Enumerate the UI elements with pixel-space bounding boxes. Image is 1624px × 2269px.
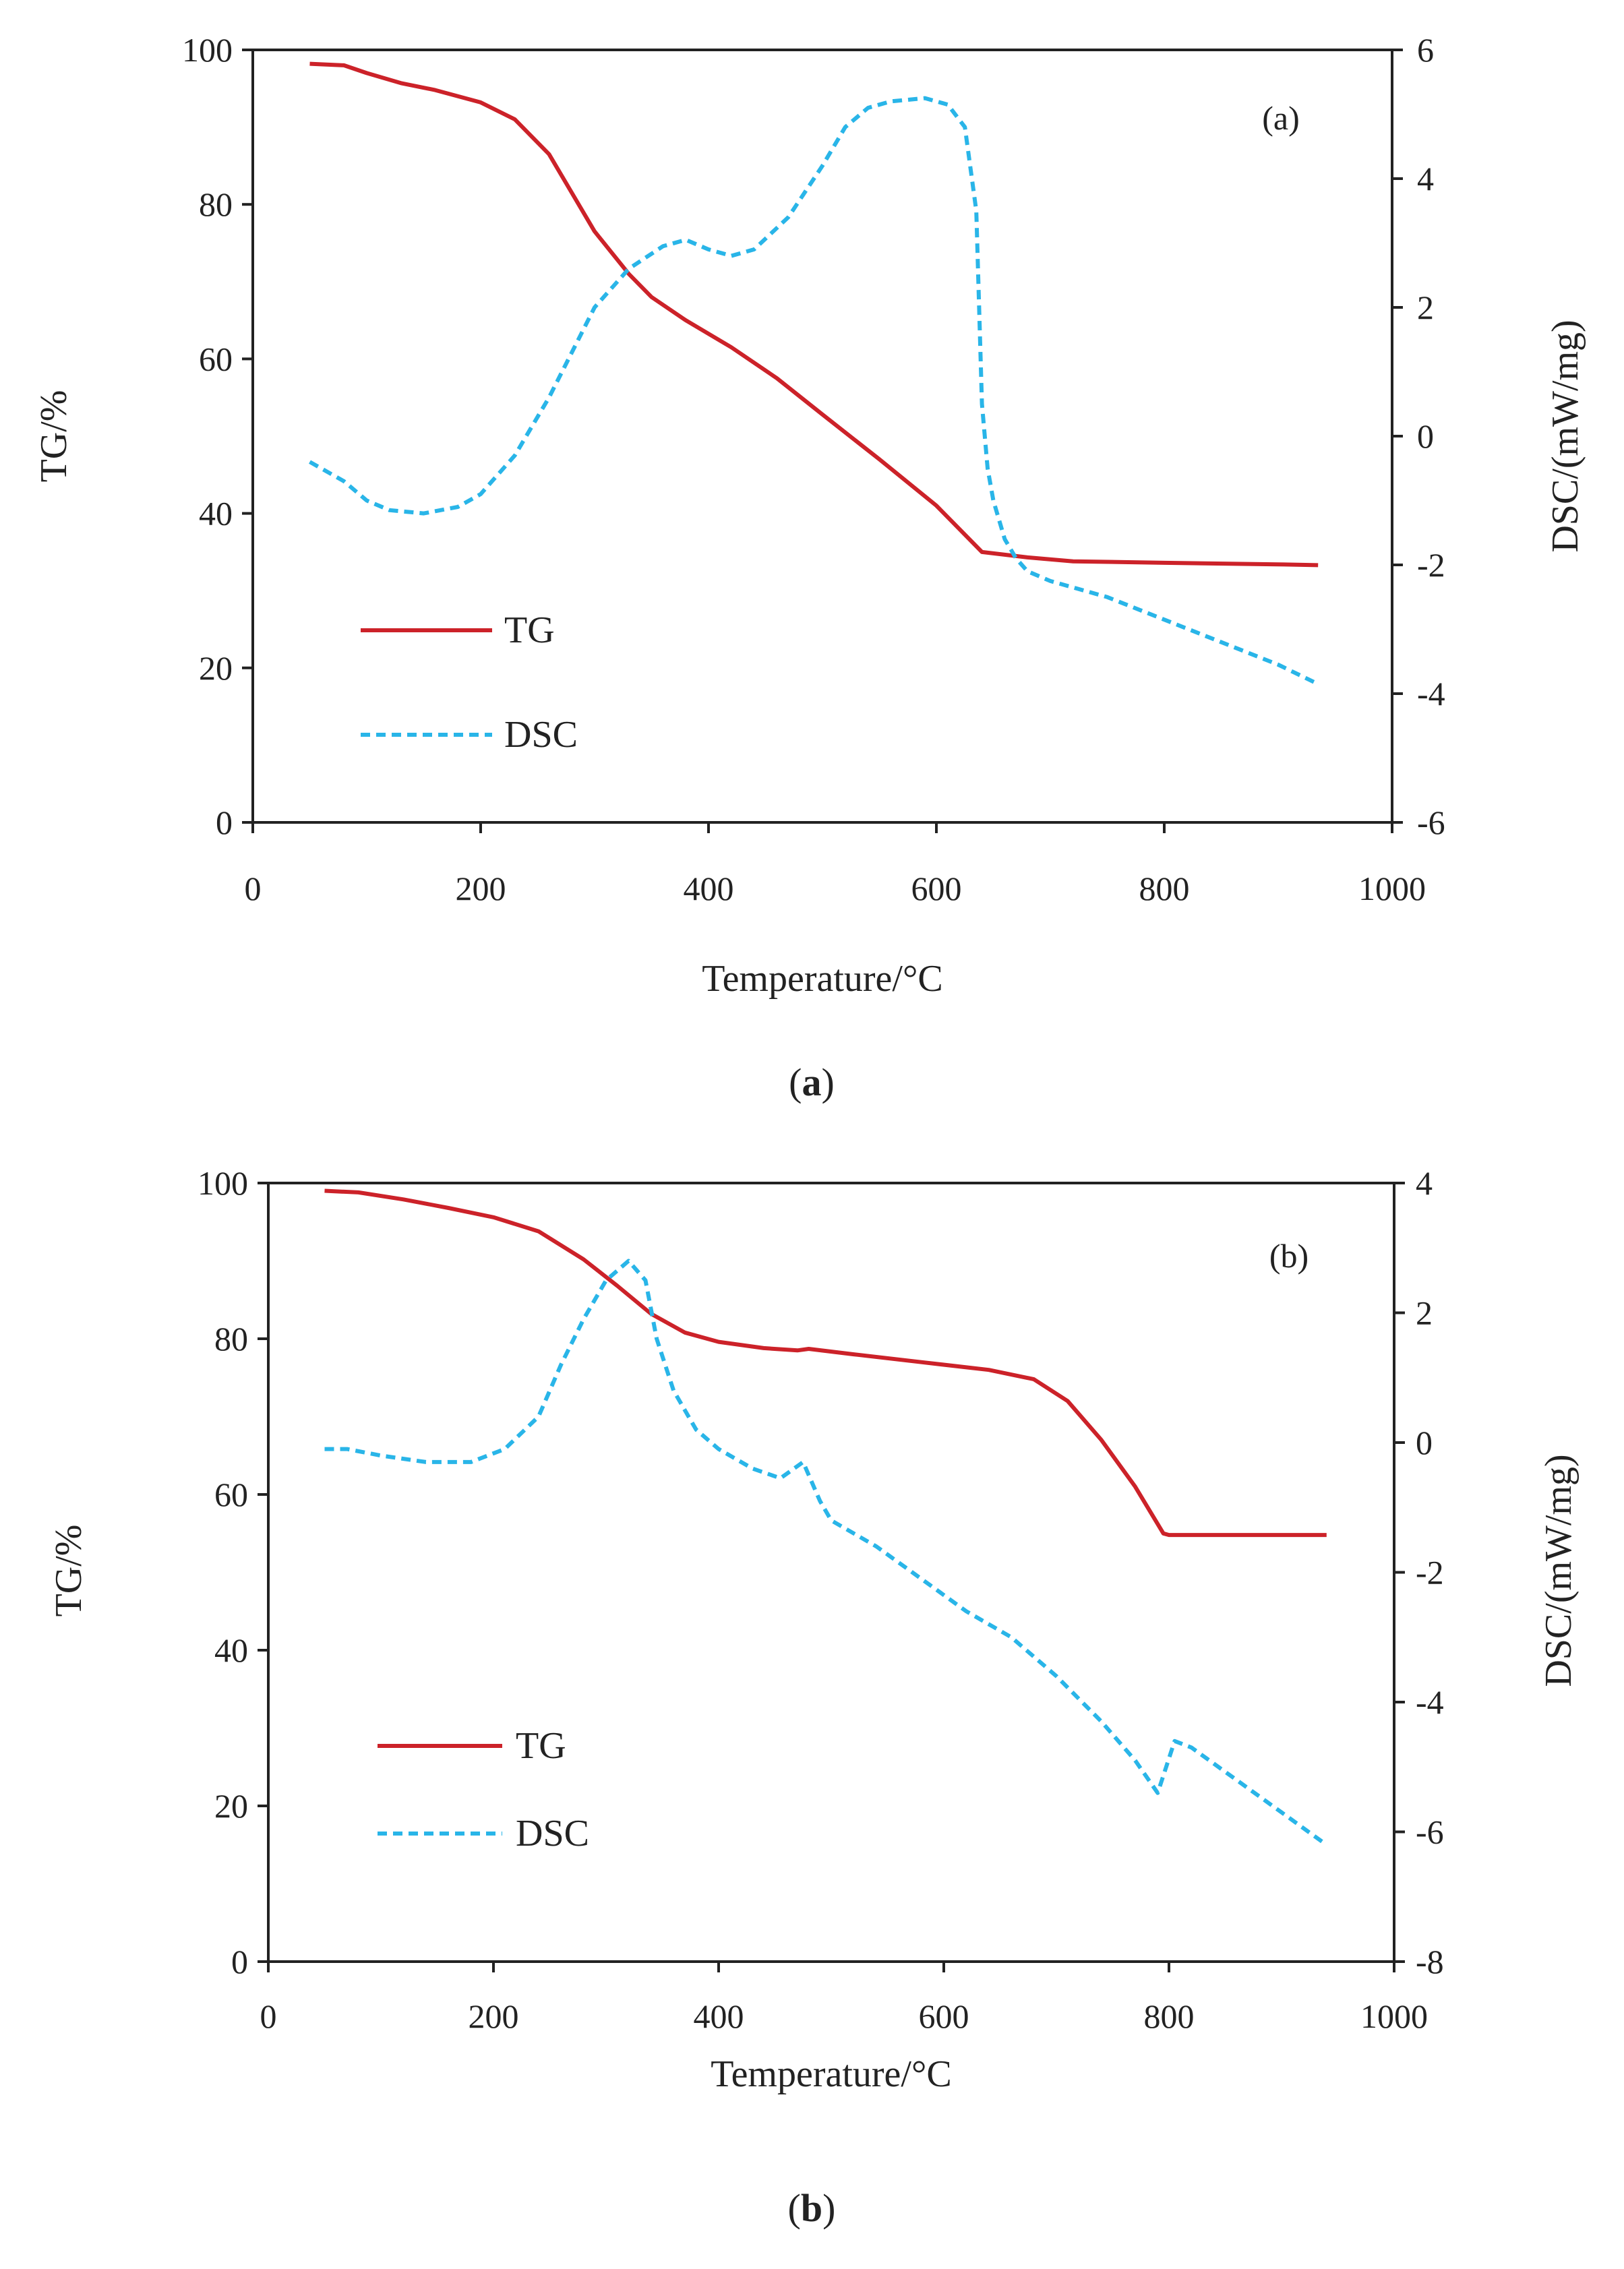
caption-a-letter: a bbox=[802, 1060, 822, 1104]
series-group bbox=[324, 1188, 1328, 1847]
y-ticks: 0 20 40 60 80 100 bbox=[182, 31, 253, 841]
x-tick-label: 600 bbox=[919, 1997, 969, 2035]
plot-frame bbox=[267, 1182, 1395, 1963]
caption-b-open: ( bbox=[788, 2186, 801, 2230]
y-tick-label: 100 bbox=[198, 1164, 248, 1202]
caption-b-close: ) bbox=[822, 2186, 835, 2230]
y2-tick-label: 0 bbox=[1416, 1424, 1433, 1461]
x-tick-label: 1000 bbox=[1360, 1997, 1428, 2035]
y-tick-label: 80 bbox=[214, 1320, 248, 1358]
legend-dsc-label: DSC bbox=[516, 1813, 589, 1854]
y-tick-label: 0 bbox=[231, 1943, 248, 1980]
y2-tick-label: -4 bbox=[1417, 675, 1445, 713]
series-line-tg bbox=[309, 61, 1319, 568]
y2-tick-label: -6 bbox=[1416, 1813, 1444, 1851]
x-tick-label: 400 bbox=[684, 870, 734, 907]
x-ticks: 0 200 400 600 800 1000 bbox=[260, 1962, 1428, 2035]
x-tick-label: 0 bbox=[260, 1997, 277, 2035]
y2-axis-label: DSC/(mW/mg) bbox=[1544, 320, 1586, 552]
y-tick-label: 40 bbox=[199, 495, 233, 533]
y-tick-label: 100 bbox=[182, 31, 233, 69]
y2-tick-label: -6 bbox=[1417, 804, 1445, 841]
y2-tick-label: 0 bbox=[1417, 417, 1434, 455]
caption-b: (b) bbox=[788, 2186, 836, 2230]
y2-ticks: -6 -4 -2 0 2 4 6 bbox=[1392, 31, 1445, 841]
x-tick-label: 600 bbox=[911, 870, 962, 907]
panel-label: (a) bbox=[1262, 99, 1300, 137]
y2-tick-label: 6 bbox=[1417, 31, 1434, 69]
y2-axis-label: DSC/(mW/mg) bbox=[1538, 1454, 1580, 1687]
x-tick-label: 800 bbox=[1144, 1997, 1195, 2035]
series-line-dsc bbox=[309, 96, 1319, 686]
x-axis-label: Temperature/°C bbox=[702, 958, 942, 1000]
y-ticks: 0 20 40 60 80 100 bbox=[198, 1164, 268, 1980]
y2-tick-label: 4 bbox=[1416, 1164, 1433, 1202]
y2-tick-label: 4 bbox=[1417, 160, 1434, 198]
caption-a-open: ( bbox=[789, 1060, 802, 1104]
y-tick-label: 20 bbox=[199, 649, 233, 687]
x-tick-label: 1000 bbox=[1358, 870, 1426, 907]
chart-panel-a: 0 200 400 600 800 1000 0 20 40 60 80 100 -6 -4 -2 0 2 4… bbox=[33, 31, 1586, 1104]
x-tick-label: 800 bbox=[1139, 870, 1190, 907]
x-axis-label: Temperature/°C bbox=[711, 2053, 951, 2095]
y2-tick-label: -2 bbox=[1416, 1554, 1444, 1592]
x-tick-label: 200 bbox=[456, 870, 506, 907]
caption-a: (a) bbox=[789, 1060, 835, 1104]
y2-tick-label: 2 bbox=[1416, 1294, 1433, 1332]
y2-tick-label: 2 bbox=[1417, 289, 1434, 326]
y2-tick-label: -4 bbox=[1416, 1683, 1444, 1721]
y-axis-label: TG/% bbox=[33, 390, 75, 483]
y2-tick-label: -2 bbox=[1417, 546, 1445, 584]
series-line-tg bbox=[324, 1188, 1327, 1538]
series-line-dsc bbox=[324, 1259, 1328, 1847]
x-tick-label: 0 bbox=[245, 870, 262, 907]
legend-dsc-label: DSC bbox=[504, 714, 578, 756]
y2-ticks: -8 -6 -4 -2 0 2 4 bbox=[1394, 1164, 1444, 1980]
panel-label: (b) bbox=[1269, 1237, 1309, 1275]
caption-a-close: ) bbox=[822, 1060, 835, 1104]
y-tick-label: 60 bbox=[199, 340, 233, 377]
y-tick-label: 0 bbox=[216, 804, 233, 841]
x-tick-label: 400 bbox=[694, 1997, 744, 2035]
y2-tick-label: -8 bbox=[1416, 1943, 1444, 1980]
y-tick-label: 80 bbox=[199, 185, 233, 223]
y-axis-label: TG/% bbox=[48, 1525, 90, 1617]
y-tick-label: 20 bbox=[214, 1787, 248, 1825]
series-group bbox=[309, 61, 1319, 686]
x-tick-label: 200 bbox=[469, 1997, 519, 2035]
y-tick-label: 60 bbox=[214, 1476, 248, 1513]
y-tick-label: 40 bbox=[214, 1631, 248, 1669]
x-ticks: 0 200 400 600 800 1000 bbox=[245, 822, 1426, 907]
legend-tg-label: TG bbox=[516, 1725, 566, 1767]
caption-b-letter: b bbox=[801, 2186, 822, 2230]
legend-tg-label: TG bbox=[504, 609, 555, 651]
